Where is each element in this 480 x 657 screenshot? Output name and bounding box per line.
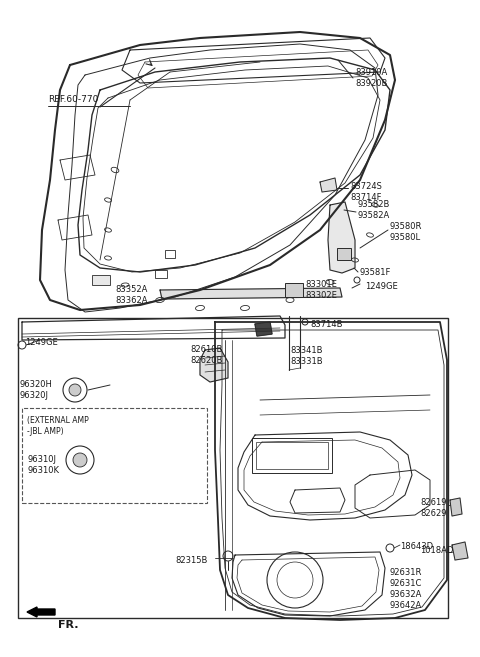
Bar <box>256 442 328 469</box>
Text: 83341B
83331B: 83341B 83331B <box>290 346 323 366</box>
Text: 83714B: 83714B <box>310 320 343 329</box>
Text: 83352A
83362A: 83352A 83362A <box>116 285 148 305</box>
Polygon shape <box>450 498 462 516</box>
Polygon shape <box>160 288 342 299</box>
FancyArrow shape <box>27 607 55 617</box>
Bar <box>22 408 207 503</box>
Bar <box>285 283 303 297</box>
Text: 83910A
83920B: 83910A 83920B <box>355 68 387 88</box>
Text: 93581F: 93581F <box>360 268 391 277</box>
Polygon shape <box>200 348 228 382</box>
Text: 96310J
96310K: 96310J 96310K <box>28 455 60 475</box>
Circle shape <box>69 384 81 396</box>
Text: REF.60-770: REF.60-770 <box>48 95 98 104</box>
Bar <box>92 275 110 285</box>
Text: 92631R
92631C
93632A
93642A: 92631R 92631C 93632A 93642A <box>390 568 422 610</box>
Text: 93580R
93580L: 93580R 93580L <box>390 222 422 242</box>
Text: 1018AD: 1018AD <box>420 546 454 555</box>
Polygon shape <box>320 178 337 192</box>
Polygon shape <box>328 202 355 273</box>
Bar <box>252 438 332 473</box>
Bar <box>165 250 175 258</box>
Text: 82315B: 82315B <box>175 556 207 565</box>
Polygon shape <box>255 322 272 336</box>
Text: 1249GE: 1249GE <box>25 338 58 347</box>
Text: 1249GE: 1249GE <box>365 282 398 291</box>
Bar <box>18 318 448 618</box>
Text: FR.: FR. <box>58 620 79 630</box>
Circle shape <box>73 453 87 467</box>
Text: 83724S
83714F: 83724S 83714F <box>350 182 382 202</box>
Text: (EXTERNAL AMP
-JBL AMP): (EXTERNAL AMP -JBL AMP) <box>27 416 89 436</box>
Polygon shape <box>452 542 468 560</box>
Text: 83301E
83302E: 83301E 83302E <box>305 280 337 300</box>
Bar <box>337 248 351 260</box>
Text: 82619
82629: 82619 82629 <box>420 498 446 518</box>
Text: 96320H
96320J: 96320H 96320J <box>20 380 53 400</box>
Text: 93582B
93582A: 93582B 93582A <box>358 200 390 220</box>
Bar <box>155 270 167 278</box>
Text: 82610B
82620B: 82610B 82620B <box>190 345 222 365</box>
Text: 18643D: 18643D <box>400 542 433 551</box>
